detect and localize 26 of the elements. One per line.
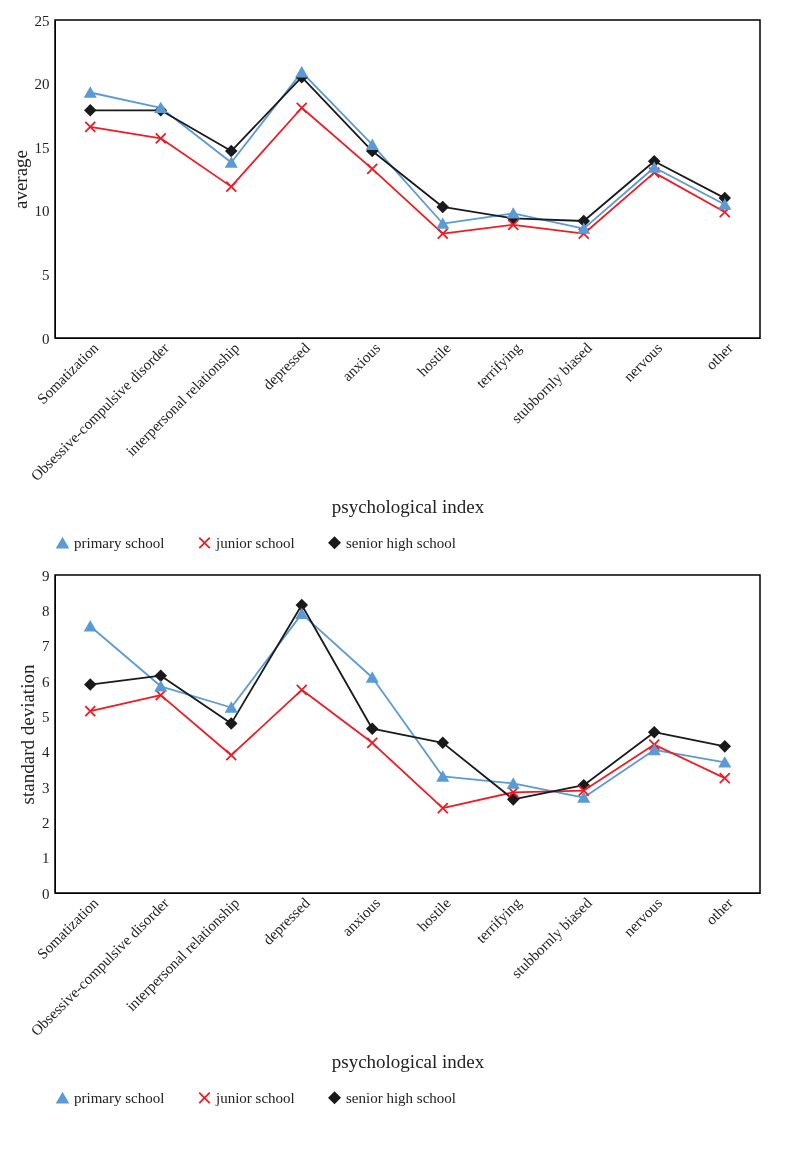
y-tick-label: 0 — [42, 330, 50, 347]
y-tick-label: 15 — [34, 139, 50, 156]
y-tick-label: 10 — [34, 203, 50, 220]
y-tick-label: 7 — [42, 638, 50, 655]
legend-label: primary school — [74, 1090, 165, 1107]
legend-label: junior school — [215, 1089, 295, 1106]
y-tick-label: 1 — [42, 850, 50, 867]
y-axis-title: average — [9, 149, 31, 210]
legend-label: senior high school — [346, 534, 456, 551]
legend-label: primary school — [74, 535, 165, 552]
x-axis-title: psychological index — [331, 495, 485, 517]
y-tick-label: 5 — [42, 266, 50, 283]
y-tick-label: 8 — [42, 602, 50, 619]
y-tick-label: 4 — [42, 744, 50, 761]
y-axis-title: standard deviation — [17, 664, 38, 805]
legend-label: junior school — [215, 534, 295, 551]
y-tick-label: 0 — [42, 885, 50, 902]
y-tick-label: 20 — [34, 76, 50, 93]
y-tick-label: 25 — [34, 12, 50, 29]
y-tick-label: 6 — [42, 673, 50, 690]
legend-label: senior high school — [346, 1089, 456, 1106]
x-axis-title: psychological index — [331, 1050, 485, 1072]
y-tick-label: 3 — [42, 779, 50, 796]
y-tick-label: 5 — [42, 708, 50, 725]
y-tick-label: 9 — [42, 567, 50, 584]
y-tick-label: 2 — [42, 814, 50, 831]
